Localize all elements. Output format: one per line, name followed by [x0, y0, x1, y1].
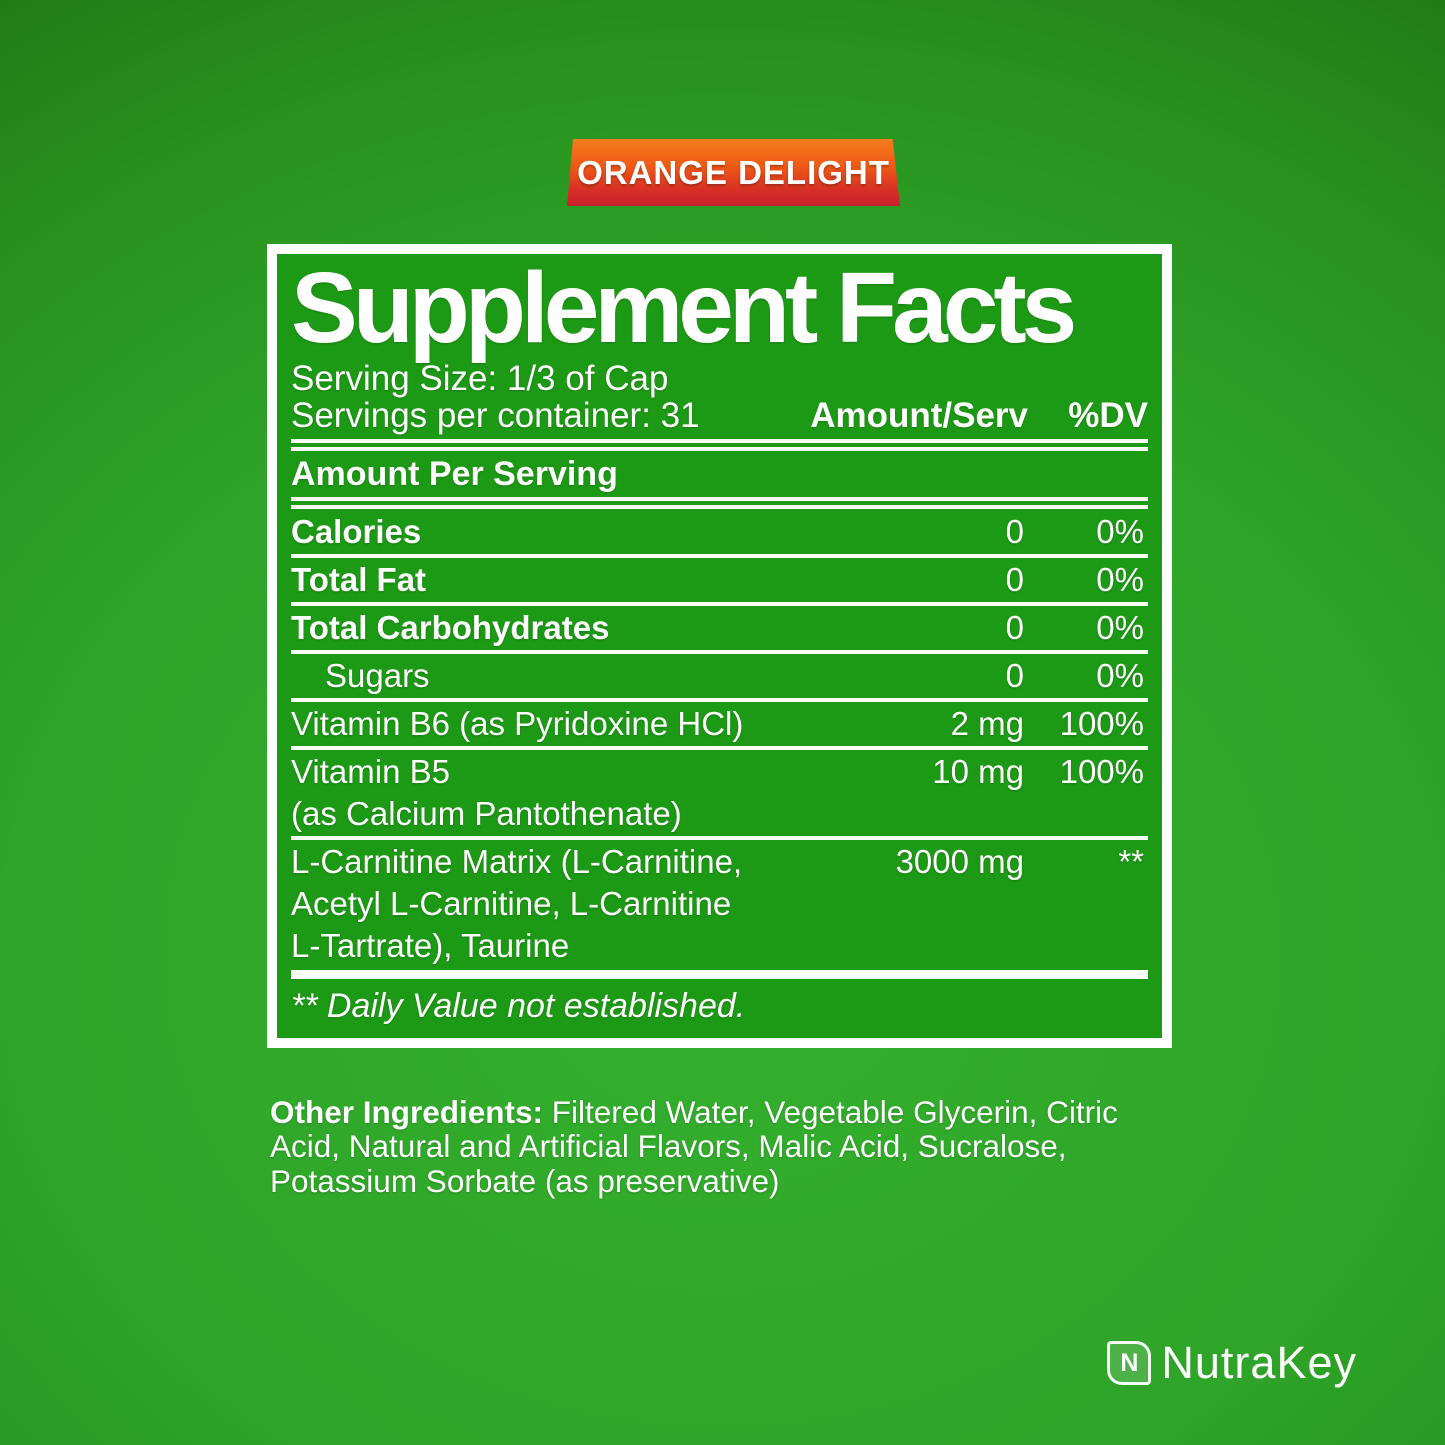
nutrient-name: Sugars — [325, 657, 430, 694]
separator-double — [291, 439, 1148, 451]
separator-thin — [291, 698, 1148, 702]
dv-footnote: ** Daily Value not established. — [291, 987, 746, 1025]
nutrient-dv: 100% — [1059, 705, 1144, 742]
column-header-amount: Amount/Serv — [810, 396, 1028, 435]
other-ingredients: Other Ingredients: Filtered Water, Veget… — [270, 1093, 1172, 1199]
flavor-badge: ORANGE DELIGHT — [567, 139, 900, 206]
nutrient-amount: 0 — [1005, 609, 1024, 646]
nutrient-name: Calories — [291, 513, 422, 550]
nutrient-dv: 0% — [1096, 657, 1144, 694]
facts-row: L-Carnitine Matrix (L-Carnitine, 3000 mg *… — [291, 841, 1148, 883]
panel-title: Supplement Facts — [291, 252, 1077, 364]
column-header-dv: %DV — [1068, 396, 1148, 435]
other-ingredients-text: Filtered Water, Vegetable Glycerin, Citr… — [270, 1093, 1118, 1199]
facts-row: Total Carbohydrates 0 0% — [291, 607, 1148, 649]
nutrient-name-continued: Acetyl L-Carnitine, L-Carnitine — [291, 885, 732, 922]
flavor-badge-label: ORANGE DELIGHT — [577, 153, 890, 191]
nutrient-amount: 0 — [1005, 561, 1024, 598]
nutrient-dv: 0% — [1096, 561, 1144, 598]
nutrient-amount: 10 mg — [932, 753, 1024, 790]
separator-thin — [291, 746, 1148, 750]
supplement-facts-panel: Supplement Facts Serving Size: 1/3 of Ca… — [267, 244, 1172, 1048]
servings-and-columns-row: Servings per container: 31 Amount/Serv %… — [291, 397, 1148, 434]
facts-row-continuation: Acetyl L-Carnitine, L-Carnitine — [291, 883, 1148, 925]
section-header: Amount Per Serving — [291, 455, 618, 493]
nutrient-dv: 0% — [1096, 513, 1144, 550]
nutrient-name: L-Carnitine Matrix (L-Carnitine, — [291, 843, 743, 880]
separator-thick — [291, 970, 1148, 979]
nutrient-dv: 0% — [1096, 609, 1144, 646]
facts-row: Total Fat 0 0% — [291, 559, 1148, 601]
nutrakey-leaf-icon: N — [1107, 1341, 1152, 1385]
other-ingredients-label: Other Ingredients: — [270, 1093, 544, 1130]
leaf-icon-letter: N — [1120, 1348, 1139, 1377]
facts-rows: Calories 0 0% Total Fat 0 0% Total Carbohydrat… — [291, 511, 1148, 979]
nutrient-name: Vitamin B6 (as Pyridoxine HCl) — [291, 705, 744, 742]
separator-double — [291, 497, 1148, 509]
nutrient-name-continued: L-Tartrate), Taurine — [291, 927, 570, 964]
brand-name: NutraKey — [1161, 1337, 1357, 1388]
facts-row-continuation: (as Calcium Pantothenate) — [291, 793, 1148, 835]
nutrient-dv: 100% — [1059, 753, 1144, 790]
nutrient-name: Total Carbohydrates — [291, 609, 610, 646]
brand-logo: N NutraKey — [1107, 1337, 1357, 1389]
separator-thin — [291, 650, 1148, 654]
facts-row: Sugars 0 0% — [291, 655, 1148, 697]
nutrient-name-continued: (as Calcium Pantothenate) — [291, 795, 682, 832]
facts-row: Vitamin B5 10 mg 100% — [291, 751, 1148, 793]
facts-row: Vitamin B6 (as Pyridoxine HCl) 2 mg 100% — [291, 703, 1148, 745]
separator-thin — [291, 836, 1148, 840]
nutrient-amount: 0 — [1005, 513, 1024, 550]
servings-per-container: Servings per container: 31 — [291, 396, 700, 435]
separator-thin — [291, 602, 1148, 606]
nutrient-amount: 2 mg — [950, 705, 1024, 742]
nutrient-amount: 0 — [1005, 657, 1024, 694]
serving-size: Serving Size: 1/3 of Cap — [291, 359, 669, 398]
separator-thin — [291, 554, 1148, 558]
nutrient-amount: 3000 mg — [895, 843, 1024, 880]
nutrient-dv: ** — [1118, 843, 1144, 880]
nutrient-name: Vitamin B5 — [291, 753, 450, 790]
nutrient-name: Total Fat — [291, 561, 427, 598]
facts-row: Calories 0 0% — [291, 511, 1148, 553]
facts-row-continuation: L-Tartrate), Taurine — [291, 925, 1148, 967]
